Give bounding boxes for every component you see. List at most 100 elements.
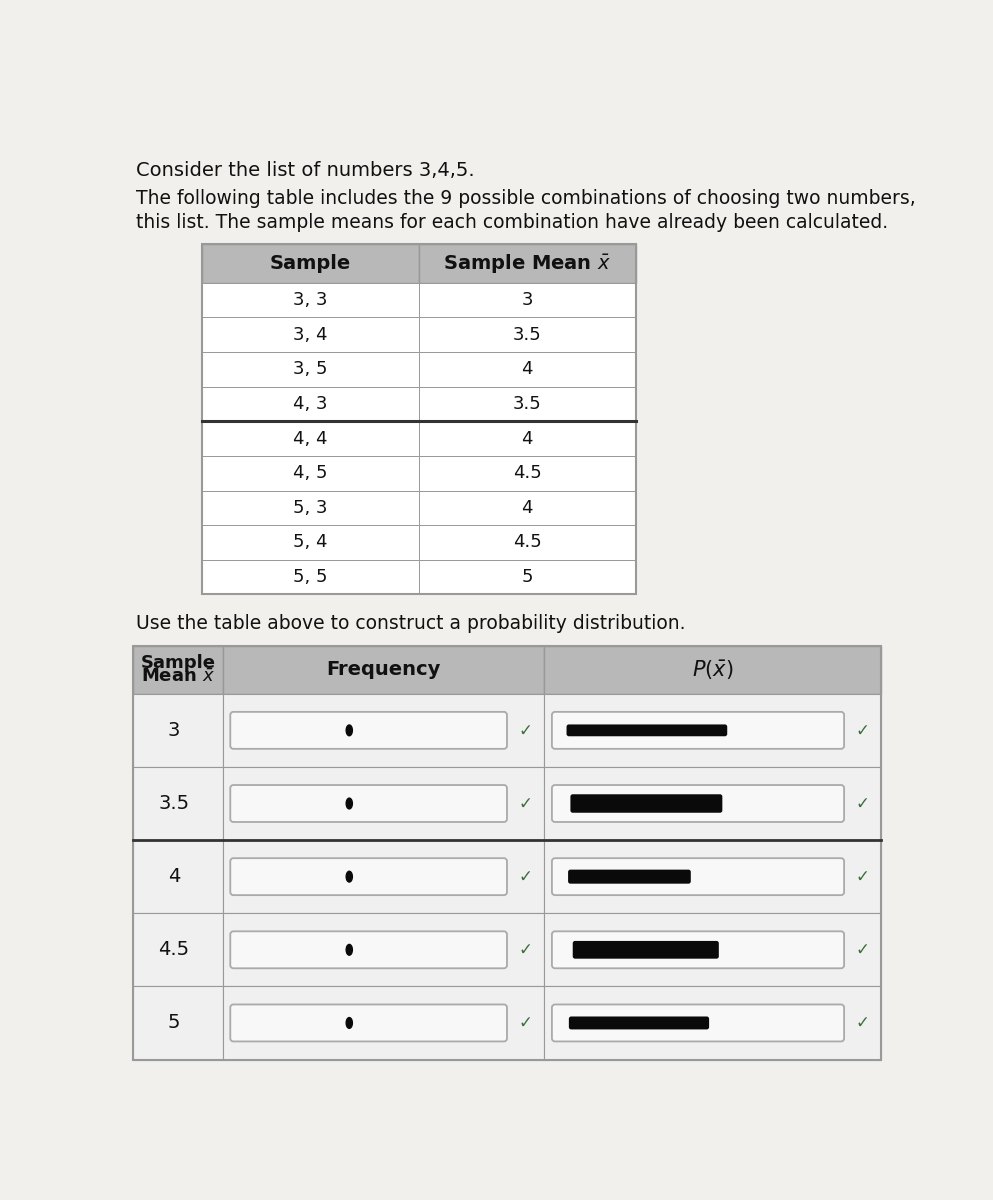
Text: Mean $\bar{x}$: Mean $\bar{x}$ [141,668,215,686]
FancyBboxPatch shape [230,785,507,822]
FancyBboxPatch shape [570,794,722,812]
FancyBboxPatch shape [544,986,882,1060]
FancyBboxPatch shape [552,931,844,968]
Ellipse shape [347,725,353,736]
Text: Sample Mean $\bar{x}$: Sample Mean $\bar{x}$ [443,252,612,275]
Text: 3.5: 3.5 [512,325,541,343]
Text: 4.5: 4.5 [159,941,190,959]
Text: 3, 5: 3, 5 [293,360,328,378]
FancyBboxPatch shape [569,1016,709,1030]
Ellipse shape [347,1018,353,1028]
Text: ✓: ✓ [518,1014,532,1032]
FancyBboxPatch shape [552,712,844,749]
FancyBboxPatch shape [230,712,507,749]
FancyBboxPatch shape [133,986,222,1060]
Text: 5, 5: 5, 5 [293,568,328,586]
Text: Sample: Sample [140,654,215,672]
FancyBboxPatch shape [202,244,419,282]
Text: $P(\bar{x})$: $P(\bar{x})$ [692,659,734,682]
Text: Sample: Sample [269,254,351,272]
FancyBboxPatch shape [568,870,691,883]
Text: ✓: ✓ [856,721,870,739]
FancyBboxPatch shape [202,282,419,317]
Text: 3.5: 3.5 [512,395,541,413]
Text: ✓: ✓ [856,794,870,812]
Text: ✓: ✓ [518,868,532,886]
Text: 3: 3 [521,290,533,308]
Text: 4: 4 [521,360,533,378]
FancyBboxPatch shape [202,559,419,594]
FancyBboxPatch shape [202,386,419,421]
Ellipse shape [347,871,353,882]
FancyBboxPatch shape [419,317,636,352]
FancyBboxPatch shape [419,491,636,526]
FancyBboxPatch shape [133,767,222,840]
FancyBboxPatch shape [552,858,844,895]
FancyBboxPatch shape [202,352,419,386]
FancyBboxPatch shape [133,694,222,767]
Text: 4, 4: 4, 4 [293,430,328,448]
Text: 3: 3 [168,721,181,740]
Text: Use the table above to construct a probability distribution.: Use the table above to construct a proba… [136,613,685,632]
FancyBboxPatch shape [419,282,636,317]
Text: ✓: ✓ [518,941,532,959]
FancyBboxPatch shape [202,456,419,491]
FancyBboxPatch shape [133,840,222,913]
FancyBboxPatch shape [419,456,636,491]
Text: The following table includes the 9 possible combinations of choosing two numbers: The following table includes the 9 possi… [136,188,916,208]
FancyBboxPatch shape [202,526,419,559]
Text: 4: 4 [521,499,533,517]
Text: Frequency: Frequency [326,660,441,679]
FancyBboxPatch shape [133,646,222,694]
FancyBboxPatch shape [544,767,882,840]
Text: 4: 4 [521,430,533,448]
FancyBboxPatch shape [419,244,636,282]
Ellipse shape [347,944,353,955]
FancyBboxPatch shape [222,840,544,913]
FancyBboxPatch shape [230,858,507,895]
Text: Consider the list of numbers 3,4,5.: Consider the list of numbers 3,4,5. [136,161,475,180]
FancyBboxPatch shape [544,913,882,986]
Text: ✓: ✓ [856,868,870,886]
Text: 3, 4: 3, 4 [293,325,328,343]
FancyBboxPatch shape [552,1004,844,1042]
FancyBboxPatch shape [133,913,222,986]
FancyBboxPatch shape [552,785,844,822]
Ellipse shape [347,798,353,809]
FancyBboxPatch shape [230,1004,507,1042]
Text: 4: 4 [168,868,181,886]
Text: ✓: ✓ [518,721,532,739]
Text: 4.5: 4.5 [512,464,541,482]
Text: 3, 3: 3, 3 [293,290,328,308]
Text: 5, 4: 5, 4 [293,534,328,552]
FancyBboxPatch shape [222,986,544,1060]
FancyBboxPatch shape [419,386,636,421]
FancyBboxPatch shape [419,352,636,386]
FancyBboxPatch shape [544,694,882,767]
FancyBboxPatch shape [202,421,419,456]
FancyBboxPatch shape [230,931,507,968]
FancyBboxPatch shape [567,725,727,737]
FancyBboxPatch shape [222,646,544,694]
FancyBboxPatch shape [544,646,882,694]
FancyBboxPatch shape [419,526,636,559]
Text: 3.5: 3.5 [159,794,190,814]
Text: ✓: ✓ [856,941,870,959]
Text: 5: 5 [521,568,533,586]
FancyBboxPatch shape [419,421,636,456]
Text: 4.5: 4.5 [512,534,541,552]
FancyBboxPatch shape [222,913,544,986]
Text: 4, 3: 4, 3 [293,395,328,413]
Text: ✓: ✓ [856,1014,870,1032]
FancyBboxPatch shape [419,559,636,594]
FancyBboxPatch shape [544,840,882,913]
FancyBboxPatch shape [222,694,544,767]
FancyBboxPatch shape [202,317,419,352]
Text: 5: 5 [168,1014,181,1032]
FancyBboxPatch shape [202,491,419,526]
FancyBboxPatch shape [222,767,544,840]
Text: 5, 3: 5, 3 [293,499,328,517]
FancyBboxPatch shape [124,144,894,1068]
Text: this list. The sample means for each combination have already been calculated.: this list. The sample means for each com… [136,214,888,233]
Text: ✓: ✓ [518,794,532,812]
